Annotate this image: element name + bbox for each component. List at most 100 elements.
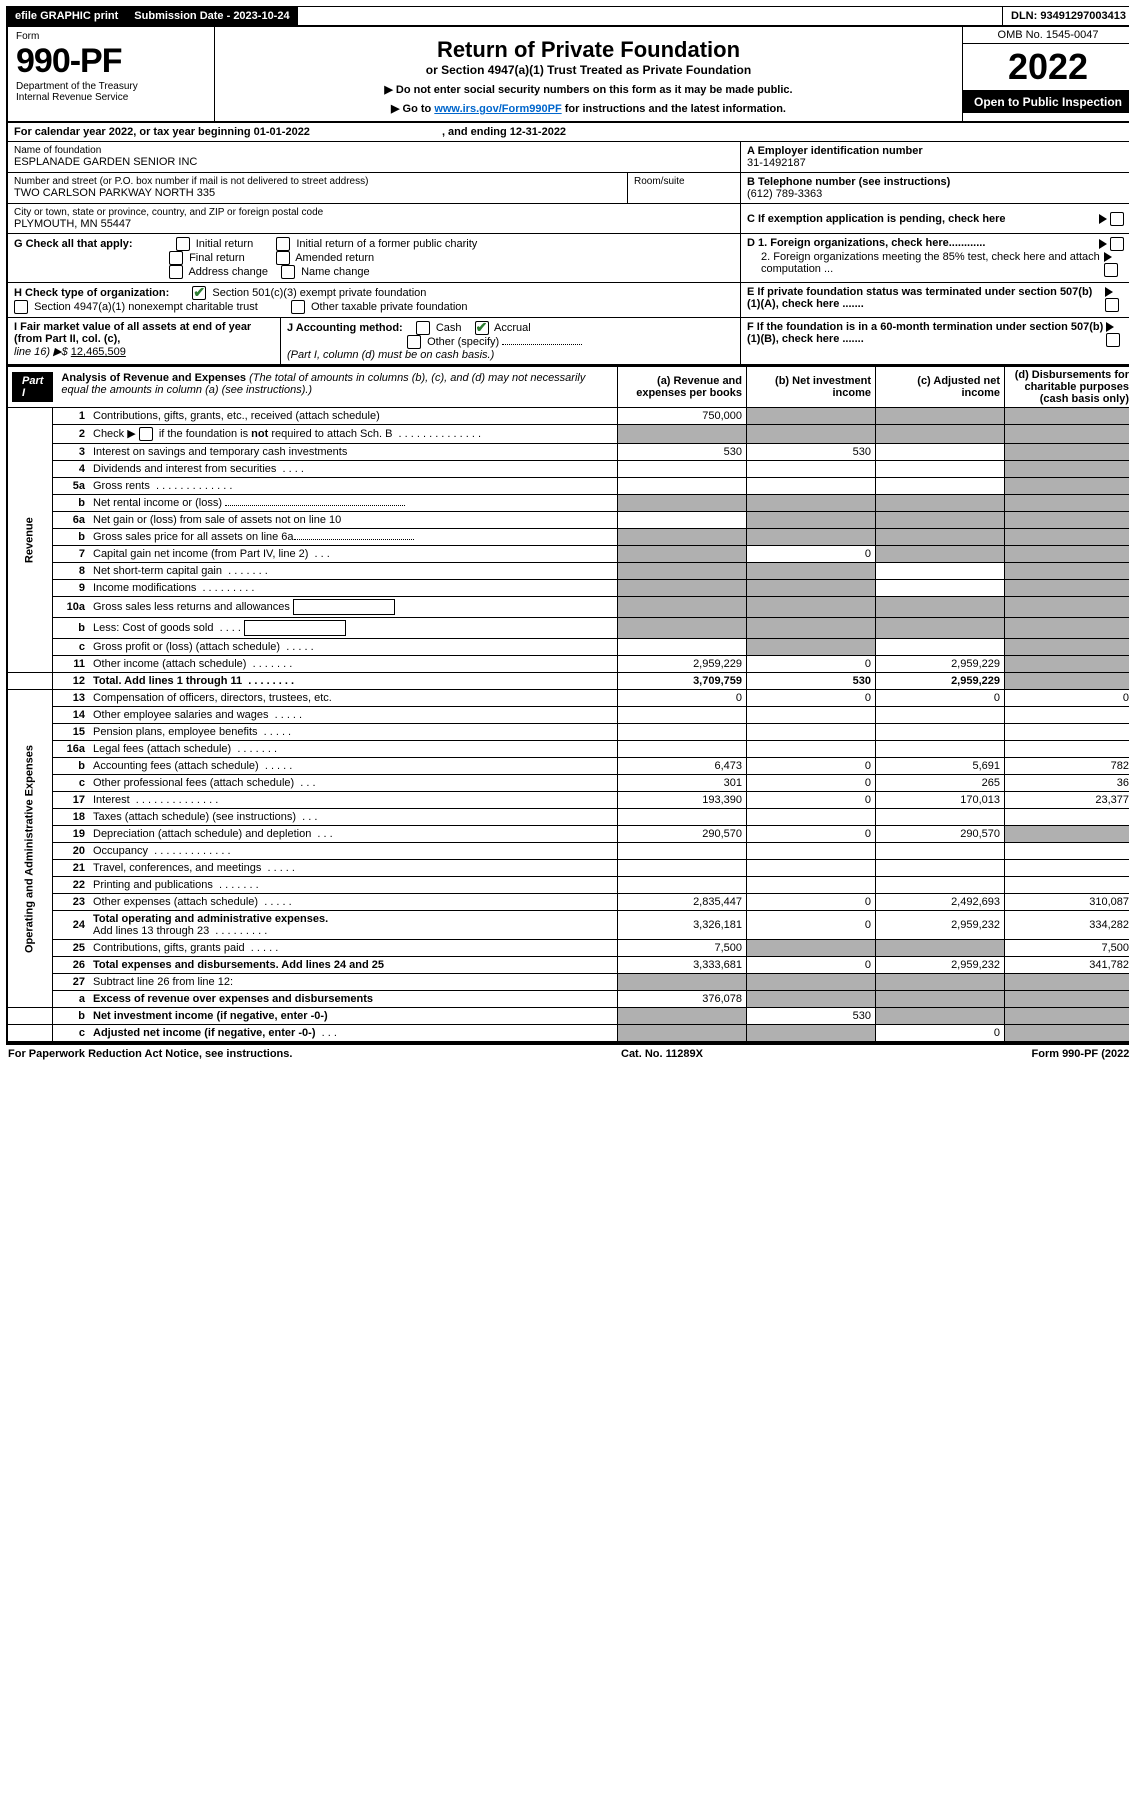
- g-addrchange-checkbox[interactable]: [169, 265, 183, 279]
- j-note: (Part I, column (d) must be on cash basi…: [287, 349, 494, 361]
- table-row: 21Travel, conferences, and meetings . . …: [7, 860, 1129, 877]
- dln: DLN: 93491297003413: [1002, 7, 1129, 25]
- col-c-header: (c) Adjusted net income: [876, 367, 1005, 408]
- g-final-checkbox[interactable]: [169, 251, 183, 265]
- table-row: 3Interest on savings and temporary cash …: [7, 444, 1129, 461]
- table-row: 2Check ▶ if the foundation is not requir…: [7, 425, 1129, 444]
- col-d-header: (d) Disbursements for charitable purpose…: [1005, 367, 1129, 408]
- table-row: 4Dividends and interest from securities …: [7, 461, 1129, 478]
- table-row: 11Other income (attach schedule) . . . .…: [7, 656, 1129, 673]
- h-other-checkbox[interactable]: [291, 300, 305, 314]
- form990pf-link[interactable]: www.irs.gov/Form990PF: [434, 103, 561, 115]
- dept: Department of the Treasury: [16, 81, 206, 92]
- c-checkbox[interactable]: [1110, 212, 1124, 226]
- arrow-icon: [1099, 239, 1107, 249]
- revenue-label: Revenue: [7, 408, 53, 673]
- col-b-header: (b) Net investment income: [747, 367, 876, 408]
- table-row: bAccounting fees (attach schedule) . . .…: [7, 758, 1129, 775]
- i-label-a: I Fair market value of all assets at end…: [14, 321, 251, 345]
- table-row: 19Depreciation (attach schedule) and dep…: [7, 826, 1129, 843]
- table-row: 22Printing and publications . . . . . . …: [7, 877, 1129, 894]
- table-row: 9Income modifications . . . . . . . . .: [7, 580, 1129, 597]
- table-row: 7Capital gain net income (from Part IV, …: [7, 546, 1129, 563]
- table-row: 17Interest . . . . . . . . . . . . . . 1…: [7, 792, 1129, 809]
- addr-row: Number and street (or P.O. box number if…: [6, 173, 1129, 204]
- table-row: 16aLegal fees (attach schedule) . . . . …: [7, 741, 1129, 758]
- header-bar: efile GRAPHIC print Submission Date - 20…: [6, 6, 1129, 26]
- table-row: bNet investment income (if negative, ent…: [7, 1008, 1129, 1025]
- d2-label: 2. Foreign organizations meeting the 85%…: [747, 251, 1104, 277]
- table-row: bLess: Cost of goods sold . . . .: [7, 618, 1129, 639]
- j-label: J Accounting method:: [287, 322, 403, 334]
- ein-value: 31-1492187: [747, 157, 1127, 169]
- j-accrual-checkbox[interactable]: [475, 321, 489, 335]
- footer-left: For Paperwork Reduction Act Notice, see …: [8, 1048, 292, 1060]
- g-initial-former-checkbox[interactable]: [276, 237, 290, 251]
- j-other-checkbox[interactable]: [407, 335, 421, 349]
- fmv-value: 12,465,509: [71, 346, 126, 358]
- table-row: bNet rental income or (loss): [7, 495, 1129, 512]
- table-row: Operating and Administrative Expenses 13…: [7, 690, 1129, 707]
- irs: Internal Revenue Service: [16, 92, 206, 103]
- d1-label: D 1. Foreign organizations, check here..…: [747, 237, 985, 249]
- g-d-row: G Check all that apply: Initial return I…: [6, 234, 1129, 283]
- table-row: cGross profit or (loss) (attach schedule…: [7, 639, 1129, 656]
- room-label: Room/suite: [634, 176, 734, 187]
- arrow-icon: [1099, 214, 1107, 224]
- table-row: 27Subtract line 26 from line 12:: [7, 974, 1129, 991]
- j-cash-checkbox[interactable]: [416, 321, 430, 335]
- phone-value: (612) 789-3363: [747, 188, 1127, 200]
- table-row: 8Net short-term capital gain . . . . . .…: [7, 563, 1129, 580]
- table-row: 18Taxes (attach schedule) (see instructi…: [7, 809, 1129, 826]
- schb-checkbox[interactable]: [139, 427, 153, 441]
- h-501c3-checkbox[interactable]: [192, 286, 206, 300]
- table-row: cOther professional fees (attach schedul…: [7, 775, 1129, 792]
- table-row: 14Other employee salaries and wages . . …: [7, 707, 1129, 724]
- form-number: 990-PF: [16, 42, 206, 81]
- g-label: G Check all that apply:: [14, 238, 133, 250]
- form-word: Form: [16, 31, 206, 42]
- table-row: 12Total. Add lines 1 through 11 . . . . …: [7, 673, 1129, 690]
- table-row: 5aGross rents . . . . . . . . . . . . .: [7, 478, 1129, 495]
- part1-tag: Part I: [12, 372, 53, 402]
- ein-label: A Employer identification number: [747, 145, 1127, 157]
- table-row: bGross sales price for all assets on lin…: [7, 529, 1129, 546]
- phone-label: B Telephone number (see instructions): [747, 176, 1127, 188]
- table-row: 20Occupancy . . . . . . . . . . . . .: [7, 843, 1129, 860]
- h-4947-checkbox[interactable]: [14, 300, 28, 314]
- addr-label: Number and street (or P.O. box number if…: [14, 176, 621, 187]
- arrow-icon: [1106, 322, 1114, 332]
- calendar-year-row: For calendar year 2022, or tax year begi…: [6, 123, 1129, 142]
- form-title: Return of Private Foundation: [225, 37, 952, 63]
- form-subtitle: or Section 4947(a)(1) Trust Treated as P…: [225, 63, 952, 77]
- footer-mid: Cat. No. 11289X: [621, 1048, 703, 1060]
- e-checkbox[interactable]: [1105, 298, 1119, 312]
- e-label: E If private foundation status was termi…: [747, 286, 1092, 310]
- table-row: 15Pension plans, employee benefits . . .…: [7, 724, 1129, 741]
- h-label: H Check type of organization:: [14, 287, 169, 299]
- d2-checkbox[interactable]: [1104, 263, 1118, 277]
- footer: For Paperwork Reduction Act Notice, see …: [6, 1043, 1129, 1063]
- g-namechange-checkbox[interactable]: [281, 265, 295, 279]
- table-row: 25Contributions, gifts, grants paid . . …: [7, 940, 1129, 957]
- omb-number: OMB No. 1545-0047: [963, 27, 1129, 44]
- city-row: City or town, state or province, country…: [6, 204, 1129, 234]
- g-initial-checkbox[interactable]: [176, 237, 190, 251]
- f-checkbox[interactable]: [1106, 333, 1120, 347]
- c-label: C If exemption application is pending, c…: [747, 213, 1006, 225]
- table-row: 23Other expenses (attach schedule) . . .…: [7, 894, 1129, 911]
- i-j-f-row: I Fair market value of all assets at end…: [6, 318, 1129, 366]
- table-row: 24Total operating and administrative exp…: [7, 911, 1129, 940]
- form-note1: ▶ Do not enter social security numbers o…: [225, 83, 952, 96]
- open-inspection: Open to Public Inspection: [963, 91, 1129, 113]
- name-label: Name of foundation: [14, 145, 734, 156]
- g-amended-checkbox[interactable]: [276, 251, 290, 265]
- table-row: cAdjusted net income (if negative, enter…: [7, 1025, 1129, 1043]
- d1-checkbox[interactable]: [1110, 237, 1124, 251]
- footer-right: Form 990-PF (2022): [1032, 1048, 1129, 1060]
- tax-year: 2022: [963, 44, 1129, 91]
- h-e-row: H Check type of organization: Section 50…: [6, 283, 1129, 318]
- addr-value: TWO CARLSON PARKWAY NORTH 335: [14, 187, 621, 199]
- table-row: 10aGross sales less returns and allowanc…: [7, 597, 1129, 618]
- form-title-box: Form 990-PF Department of the Treasury I…: [6, 26, 1129, 123]
